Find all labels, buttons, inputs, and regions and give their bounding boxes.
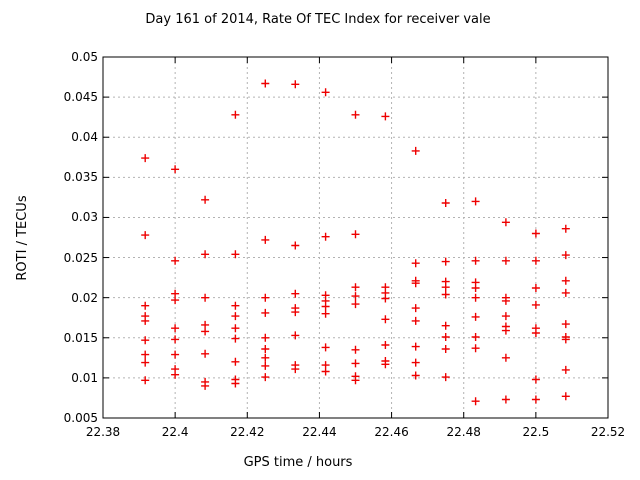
x-tick-label: 22.46: [374, 425, 409, 439]
y-tick-label: 0.015: [63, 330, 98, 345]
y-tick-label: 0.045: [63, 90, 98, 105]
x-tick-label: 22.52: [590, 425, 626, 439]
y-tick-label: 0.03: [71, 210, 98, 225]
y-tick-label: 0.025: [63, 250, 98, 265]
y-tick-label: 0.04: [71, 130, 98, 145]
x-tick-label: 22.42: [230, 425, 265, 439]
y-tick-label: 0.02: [71, 290, 98, 305]
y-tick-label: 0.01: [71, 370, 98, 385]
y-tick-label: 0.05: [71, 50, 98, 64]
y-tick-label: 0.035: [63, 170, 98, 185]
y-tick-label: 0.005: [63, 411, 98, 425]
plot-border: [102, 56, 609, 419]
x-tick-label: 22.38: [85, 425, 121, 439]
x-tick-label: 22.48: [446, 425, 481, 439]
x-axis-label: GPS time / hours: [243, 455, 353, 470]
data-points: [141, 79, 570, 406]
y-axis-label: ROTI / TECUs: [15, 195, 30, 281]
x-tick-label: 22.4: [161, 425, 189, 439]
x-tick-label: 22.5: [522, 425, 550, 439]
x-tick-label: 22.44: [302, 425, 337, 439]
chart-title: Day 161 of 2014, Rate Of TEC Index for r…: [145, 12, 491, 27]
